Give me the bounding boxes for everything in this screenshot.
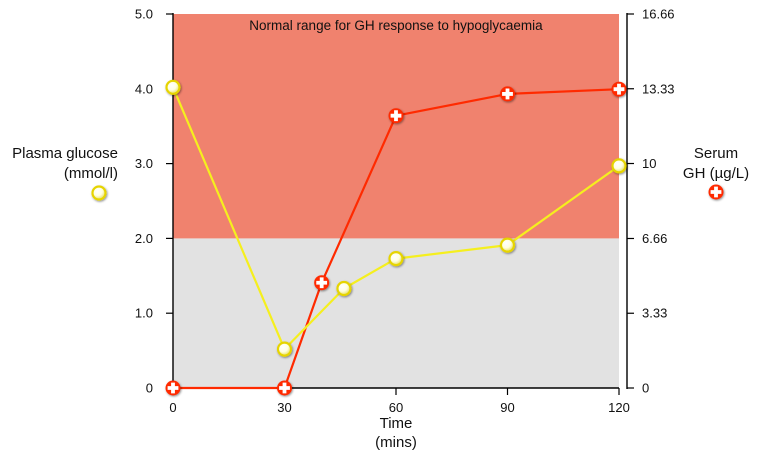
glucose-point bbox=[165, 79, 181, 95]
gh-point bbox=[314, 275, 330, 291]
gh-legend-marker bbox=[708, 184, 724, 200]
right-axis-title-line2: GH (µg/L) bbox=[683, 165, 749, 182]
glucose-point bbox=[388, 250, 404, 267]
left-tick-label: 2.0 bbox=[135, 231, 153, 246]
gh-point bbox=[165, 380, 181, 396]
glucose-legend-marker bbox=[91, 185, 107, 201]
x-tick-label: 30 bbox=[277, 400, 291, 415]
x-tick-label: 0 bbox=[169, 400, 176, 415]
gh-point bbox=[388, 108, 404, 124]
right-tick-label: 0 bbox=[642, 381, 649, 396]
normal-range-band bbox=[173, 14, 619, 239]
right-tick-label: 6.66 bbox=[642, 231, 667, 246]
right-axis-ticks: 0 3.33 6.66 10 13.33 16.66 bbox=[627, 7, 675, 396]
left-tick-label: 5.0 bbox=[135, 7, 153, 22]
left-axis-title-line1: Plasma glucose bbox=[12, 145, 118, 162]
gh-legend-symbol bbox=[708, 184, 724, 200]
normal-range-annotation: Normal range for GH response to hypoglyc… bbox=[249, 18, 543, 33]
glucose-point bbox=[336, 280, 352, 297]
glucose-point bbox=[611, 158, 627, 174]
gh-point bbox=[611, 81, 627, 97]
gh-point bbox=[500, 86, 515, 102]
left-axis-ticks: 0 1.0 2.0 3.0 4.0 5.0 bbox=[135, 7, 173, 396]
left-tick-label: 1.0 bbox=[135, 306, 153, 321]
right-tick-label: 16.66 bbox=[642, 7, 675, 22]
right-tick-label: 13.33 bbox=[642, 81, 675, 96]
right-tick-label: 3.33 bbox=[642, 306, 667, 321]
right-axis-title-line1: Serum bbox=[694, 145, 738, 162]
gh-point bbox=[277, 380, 292, 396]
left-tick-label: 0 bbox=[146, 381, 153, 396]
glucose-series-line bbox=[171, 86, 620, 351]
x-axis-ticks: 0 30 60 90 120 bbox=[169, 388, 630, 415]
x-axis-title-line1: Time bbox=[380, 415, 413, 432]
left-axis-title-line2: (mmol/l) bbox=[64, 165, 118, 182]
series-layer bbox=[165, 79, 627, 396]
x-tick-label: 120 bbox=[608, 400, 630, 415]
glucose-legend-symbol bbox=[91, 185, 107, 201]
glucose-point bbox=[276, 341, 293, 357]
x-tick-label: 90 bbox=[500, 400, 514, 415]
gh-series-line bbox=[173, 88, 620, 390]
left-tick-label: 4.0 bbox=[135, 81, 153, 96]
right-tick-label: 10 bbox=[642, 156, 656, 171]
left-tick-label: 3.0 bbox=[135, 156, 153, 171]
glucose-point bbox=[499, 237, 516, 253]
x-axis-title-line2: (mins) bbox=[375, 434, 417, 451]
x-tick-label: 60 bbox=[389, 400, 403, 415]
